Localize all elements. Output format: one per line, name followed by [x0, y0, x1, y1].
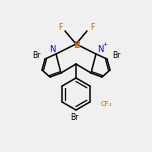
Text: F: F	[90, 24, 94, 33]
Text: Br: Br	[112, 52, 120, 60]
Text: N: N	[97, 45, 103, 54]
Text: N: N	[49, 45, 55, 54]
Text: +: +	[102, 43, 108, 47]
Text: CF₃: CF₃	[101, 101, 113, 107]
Text: F: F	[58, 24, 62, 33]
Text: Br: Br	[32, 52, 40, 60]
Text: ⁻: ⁻	[80, 38, 84, 43]
Text: Br: Br	[70, 114, 78, 123]
Text: B: B	[74, 40, 80, 50]
